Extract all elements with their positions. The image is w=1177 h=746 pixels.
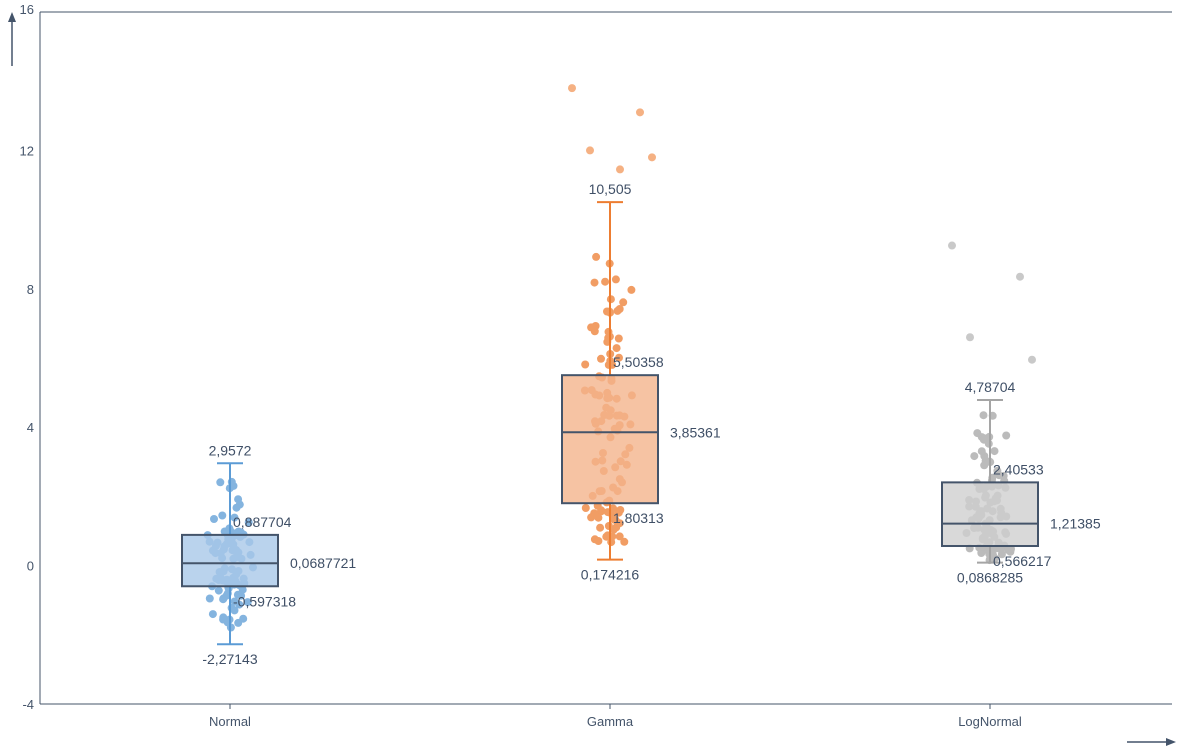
iqr-box	[561, 374, 659, 505]
y-tick-label: 16	[20, 2, 34, 17]
data-point	[210, 515, 218, 523]
outlier-point	[966, 333, 974, 342]
data-point	[587, 513, 596, 522]
x-category-label: Gamma	[587, 714, 634, 729]
data-point	[243, 598, 252, 607]
data-point	[214, 586, 223, 595]
q1-label: 0,566217	[993, 553, 1052, 569]
data-point	[615, 353, 623, 362]
data-point	[615, 532, 624, 541]
x-axis-arrow-icon	[1127, 738, 1176, 746]
data-point	[581, 360, 590, 369]
data-point	[614, 508, 623, 517]
series-gamma: 10,505 5,50358 3,85361 1,80313 0,174216	[561, 84, 721, 583]
y-axis-ticks: -4 0 4 8 12 16	[20, 2, 34, 712]
median-label: 1,21385	[1050, 516, 1101, 532]
data-point	[993, 466, 1002, 475]
y-tick-label: 0	[27, 559, 34, 574]
data-point	[990, 447, 999, 456]
whisker-low-label: 0,174216	[581, 567, 640, 583]
outlier-point	[948, 241, 956, 250]
median-label: 3,85361	[670, 424, 721, 440]
data-point	[615, 519, 624, 528]
data-point	[238, 585, 247, 594]
whisker-low-label: 0,0868285	[957, 570, 1023, 586]
data-point	[607, 538, 616, 547]
series-group: 2,9572 0,887704 0,0687721 -0,597318 -2,27143…	[181, 84, 1101, 667]
whisker-high-label: 10,505	[589, 181, 632, 197]
outlier-point	[1028, 355, 1036, 364]
data-point	[244, 518, 253, 527]
outlier-point	[568, 84, 576, 93]
data-point	[592, 252, 601, 261]
data-point	[601, 277, 610, 286]
series-normal: 2,9572 0,887704 0,0687721 -0,597318 -2,27143	[181, 442, 356, 667]
data-point	[216, 478, 225, 487]
data-point	[218, 511, 227, 520]
y-tick-label: 12	[20, 143, 34, 158]
y-tick-label: 8	[27, 282, 34, 297]
data-point	[619, 298, 628, 307]
data-point	[970, 452, 979, 461]
data-point	[627, 285, 636, 294]
data-point	[208, 610, 217, 619]
data-point	[230, 513, 239, 522]
data-point	[596, 523, 605, 532]
data-point	[977, 447, 986, 456]
q1-label: -0,597318	[233, 593, 296, 609]
data-point	[594, 513, 603, 522]
data-point	[620, 537, 629, 546]
x-category-label: LogNormal	[958, 714, 1022, 729]
y-tick-label: 4	[27, 420, 34, 435]
outlier-point	[586, 146, 594, 155]
q3-label: 0,887704	[233, 514, 292, 530]
iqr-box	[941, 481, 1039, 548]
data-point	[973, 429, 982, 438]
outlier-point	[648, 153, 656, 162]
median-label: 0,0687721	[290, 555, 356, 571]
y-tick-label: -4	[22, 697, 34, 712]
whisker-low-label: -2,27143	[202, 651, 257, 667]
x-category-label: Normal	[209, 714, 251, 729]
data-point	[984, 439, 993, 448]
q3-label: 2,40533	[993, 461, 1044, 477]
q1-label: 1,80313	[613, 510, 664, 526]
data-point	[612, 344, 621, 353]
x-axis-categories: Normal Gamma LogNormal	[209, 704, 1022, 729]
data-point	[237, 591, 246, 600]
data-point	[594, 537, 603, 545]
data-point	[604, 522, 613, 530]
outlier-point	[636, 108, 644, 117]
whisker-high-label: 4,78704	[965, 379, 1016, 395]
iqr-box	[181, 533, 279, 588]
outlier-point	[616, 165, 624, 174]
whisker-high-label: 2,9572	[209, 442, 252, 458]
data-point	[205, 594, 214, 603]
data-point	[597, 354, 605, 363]
data-point	[235, 500, 244, 509]
y-axis-arrow-icon	[8, 12, 16, 66]
data-point	[613, 306, 622, 315]
data-point	[1002, 431, 1011, 440]
data-point	[979, 411, 988, 420]
data-point	[229, 481, 238, 490]
outlier-point	[1016, 272, 1024, 281]
q3-label: 5,50358	[613, 354, 664, 370]
data-point	[239, 614, 248, 623]
data-point	[581, 504, 590, 512]
data-point	[590, 278, 599, 287]
data-point	[611, 275, 620, 284]
data-point	[997, 550, 1006, 559]
data-point	[230, 597, 239, 606]
data-point	[614, 334, 623, 343]
data-point	[589, 323, 598, 332]
